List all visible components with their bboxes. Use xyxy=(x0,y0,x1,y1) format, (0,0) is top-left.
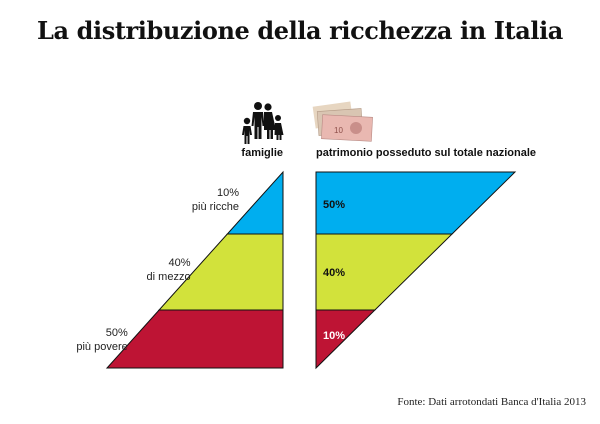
families-label-1: 10% più ricche xyxy=(192,187,239,213)
wealth-value-2: 40% xyxy=(323,267,345,279)
wealth-band-1 xyxy=(315,171,517,235)
families-header: famiglie xyxy=(241,147,283,159)
banknotes-icon: 10 xyxy=(312,101,373,142)
wealth-band-3 xyxy=(315,309,377,370)
wealth-value-1: 50% xyxy=(323,199,345,211)
page-title: La distribuzione della ricchezza in Ital… xyxy=(37,16,563,45)
wealth-header: patrimonio posseduto sul totale nazional… xyxy=(316,147,536,159)
family-icon xyxy=(242,102,284,144)
wealth-value-3: 10% xyxy=(323,330,345,342)
wealth-triangle: 50% 40% 10% patrimonio posseduto sul totale… xyxy=(315,147,536,370)
families-band-3 xyxy=(105,309,284,369)
families-label-3: 50% più povere xyxy=(76,327,128,353)
families-triangle: 10% più ricche 40% di mezzo 50% più povere fam… xyxy=(76,147,284,369)
svg-text:10: 10 xyxy=(334,126,343,135)
source-note: Fonte: Dati arrotondati Banca d'Italia 2… xyxy=(397,396,586,408)
families-label-2: 40% di mezzo xyxy=(147,257,191,283)
